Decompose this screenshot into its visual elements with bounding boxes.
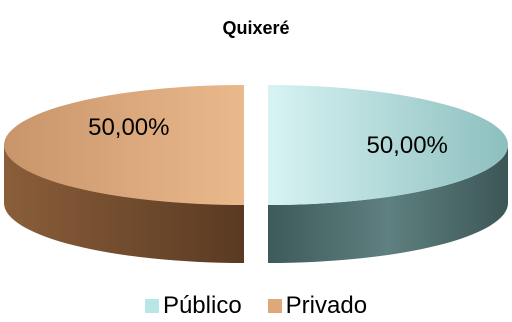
legend-label-privado: Privado bbox=[285, 292, 368, 319]
legend-item-publico: Público bbox=[144, 292, 242, 320]
slice-privado bbox=[4, 85, 244, 205]
slice-privado-front bbox=[4, 145, 244, 263]
legend-label-publico: Público bbox=[162, 292, 242, 319]
chart-title: Quixeré bbox=[222, 18, 290, 38]
data-label-privado: 50,00% bbox=[88, 114, 169, 141]
legend-item-privado: Privado bbox=[267, 292, 368, 320]
legend-swatch-privado bbox=[267, 299, 282, 313]
slice-publico-front bbox=[268, 145, 508, 263]
legend-swatch-publico bbox=[144, 299, 159, 313]
data-label-publico: 50,00% bbox=[366, 132, 447, 159]
slice-publico bbox=[268, 85, 508, 205]
legend: Público Privado bbox=[0, 292, 512, 320]
